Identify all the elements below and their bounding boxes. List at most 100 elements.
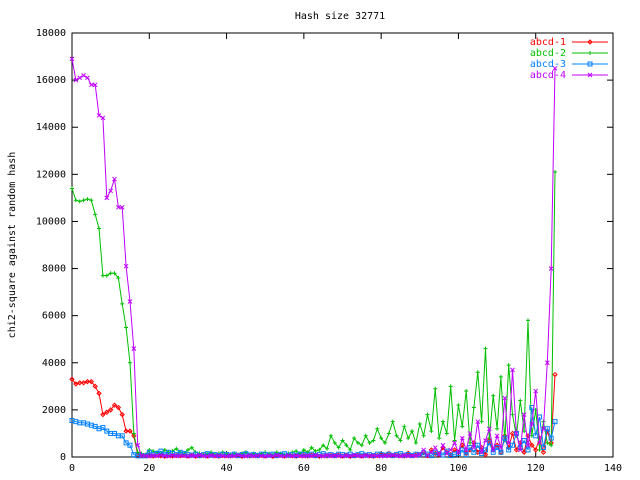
point: [89, 198, 94, 203]
point: [328, 453, 334, 459]
point: [266, 453, 272, 458]
point: [166, 453, 171, 459]
point: [421, 433, 426, 438]
point: [289, 453, 295, 459]
point: [100, 273, 105, 278]
point: [119, 204, 125, 210]
point: [390, 419, 395, 424]
point: [463, 447, 469, 453]
point: [278, 453, 284, 459]
point: [529, 421, 535, 427]
point: [413, 453, 419, 459]
point: [537, 440, 542, 446]
point: [305, 450, 310, 455]
point: [185, 453, 191, 459]
point: [127, 428, 133, 434]
point: [467, 445, 473, 451]
point: [459, 447, 465, 453]
point: [521, 438, 527, 444]
point: [174, 446, 179, 451]
point: [436, 452, 442, 457]
point: [154, 453, 160, 459]
point: [506, 363, 511, 368]
point: [544, 360, 550, 366]
point: [587, 72, 593, 78]
y-tick-label: 0: [60, 452, 66, 463]
point: [471, 405, 476, 410]
point: [394, 433, 399, 438]
point: [112, 176, 117, 182]
point: [77, 199, 82, 204]
point: [552, 371, 558, 378]
point: [336, 445, 341, 450]
point: [494, 445, 500, 451]
point: [429, 429, 434, 434]
point: [467, 431, 473, 436]
point: [378, 453, 384, 459]
point: [212, 453, 218, 459]
point: [255, 453, 260, 458]
point: [475, 419, 481, 425]
point: [197, 452, 202, 458]
point: [100, 115, 106, 121]
point: [69, 56, 75, 62]
point: [85, 75, 90, 81]
point: [444, 451, 450, 456]
point: [313, 449, 318, 454]
point: [401, 452, 407, 458]
point: [459, 435, 465, 441]
point: [483, 346, 488, 351]
point: [115, 404, 122, 411]
point: [471, 449, 477, 455]
point: [112, 271, 117, 276]
point: [162, 447, 167, 452]
point: [398, 438, 403, 443]
point: [533, 388, 539, 394]
point: [143, 453, 148, 459]
point: [321, 443, 326, 448]
point: [444, 431, 449, 436]
point: [421, 447, 427, 453]
point: [502, 435, 508, 441]
point: [452, 438, 457, 443]
y-tick-label: 18000: [36, 28, 66, 39]
point: [243, 453, 249, 459]
point: [116, 204, 121, 210]
x-tick-label: 120: [527, 463, 545, 474]
point: [340, 453, 345, 459]
point: [104, 273, 109, 278]
point: [355, 440, 360, 445]
point: [371, 453, 376, 458]
point: [552, 65, 558, 71]
point: [351, 452, 357, 458]
point: [390, 452, 396, 458]
point: [347, 453, 353, 459]
point: [88, 82, 94, 88]
point: [548, 435, 554, 441]
point: [262, 453, 268, 459]
point: [181, 453, 187, 459]
point: [371, 438, 376, 443]
point: [317, 447, 322, 452]
point: [383, 440, 388, 445]
point: [483, 438, 488, 443]
point: [402, 424, 407, 429]
point: [587, 61, 593, 67]
point: [173, 453, 179, 459]
point: [410, 429, 415, 434]
point: [247, 452, 253, 458]
point: [316, 453, 322, 459]
point: [510, 412, 515, 417]
point: [548, 440, 554, 446]
point: [96, 390, 102, 397]
point: [286, 452, 291, 458]
point: [81, 73, 86, 78]
series-line: [71, 374, 556, 457]
point: [510, 367, 515, 373]
chart-title: Hash size 32771: [295, 11, 385, 22]
point: [553, 169, 558, 174]
point: [305, 453, 311, 458]
x-tick-label: 60: [298, 463, 310, 474]
point: [386, 453, 392, 459]
